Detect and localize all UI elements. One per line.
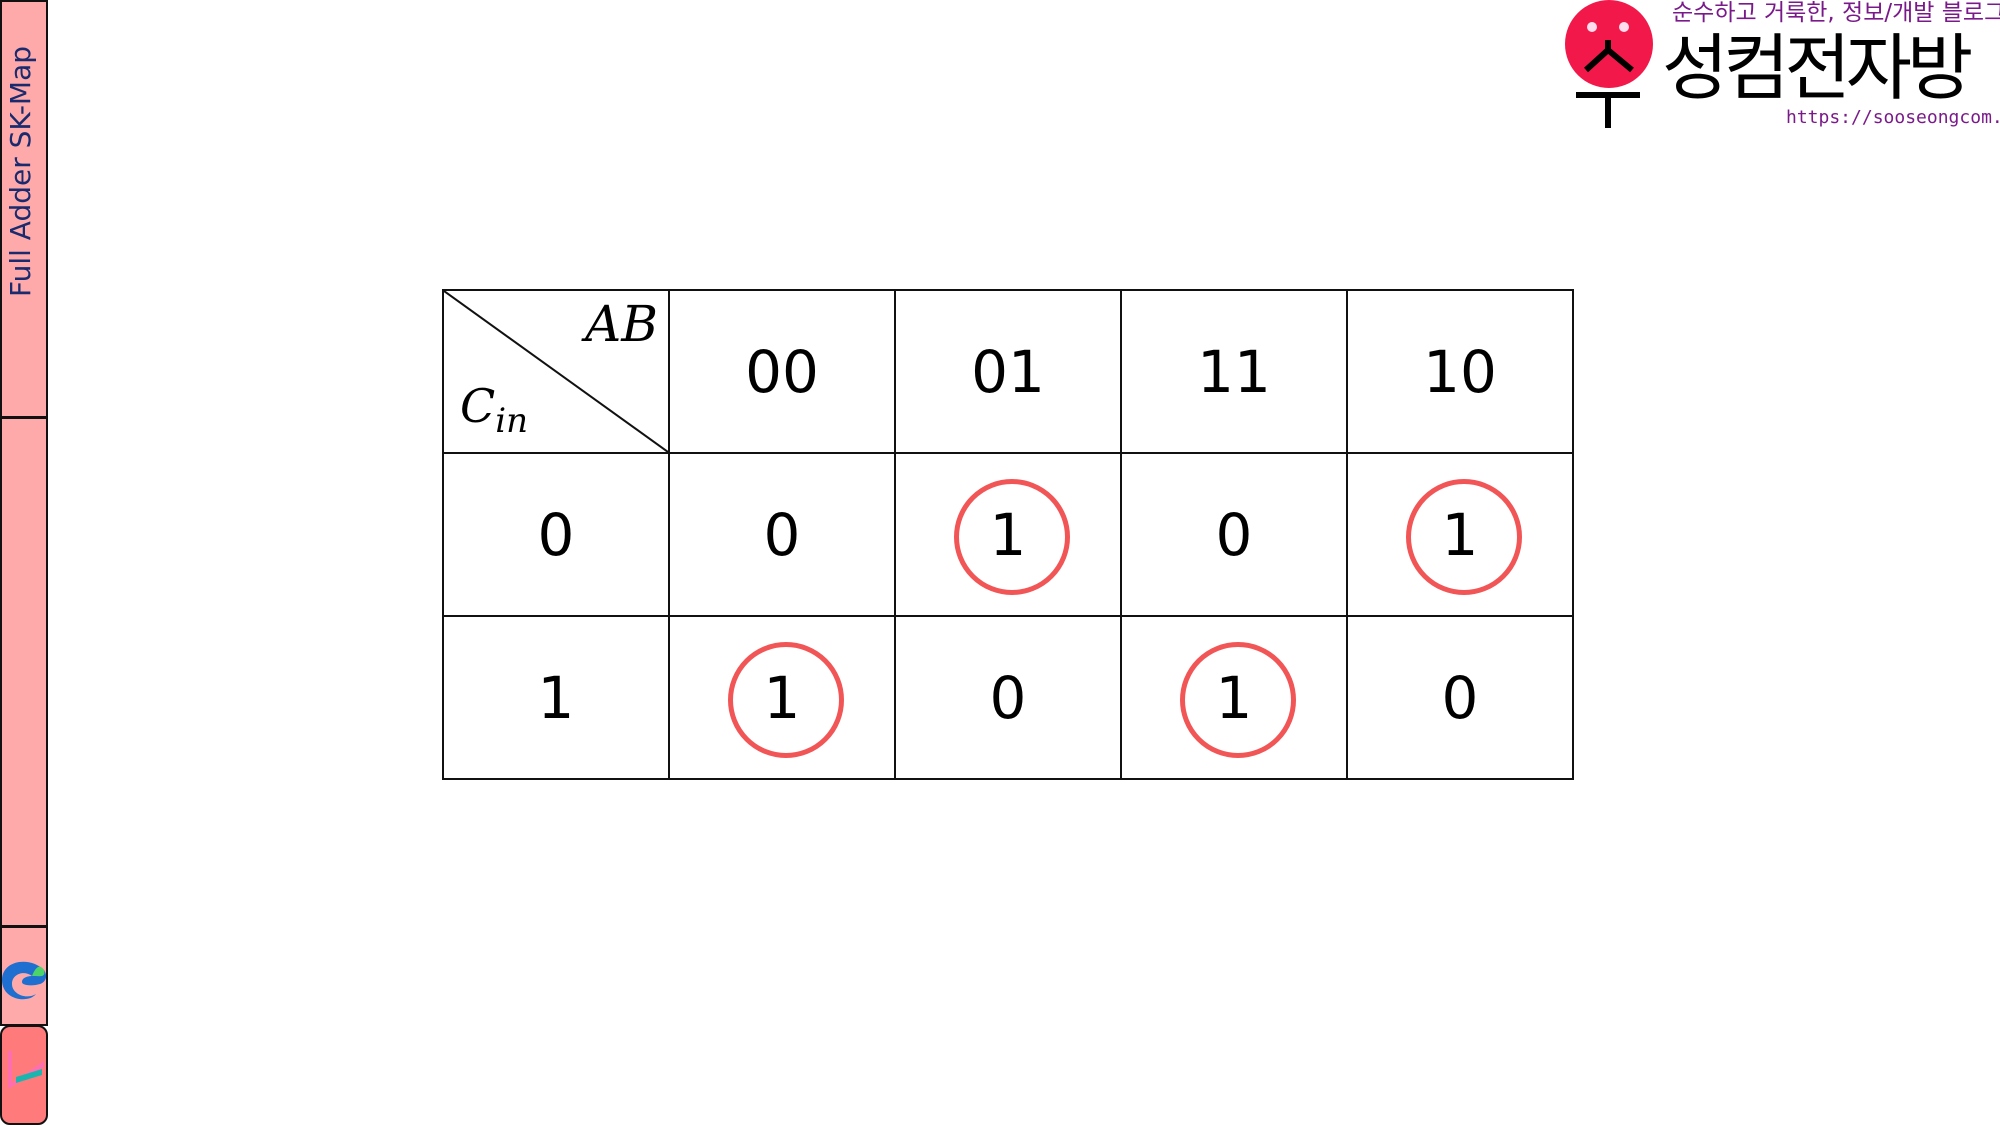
corner-cell: AB Cin	[442, 289, 670, 454]
map-cell: 1	[894, 452, 1122, 617]
karnaugh-map: AB Cin 00 01 11 10 0 0 1 0 1 1 1 0 1 0	[442, 289, 1574, 780]
slide-title: Full Adder SK-Map	[4, 45, 37, 297]
app-icon	[8, 1051, 44, 1089]
map-row: 1 1 0 1 0	[442, 615, 1574, 780]
map-cell: 0	[894, 615, 1122, 780]
logo-brand: 성컴전자방	[1662, 26, 1973, 110]
edge-browser-icon	[2, 961, 47, 1000]
map-cell: 1	[1346, 452, 1574, 617]
col-header: 00	[668, 289, 896, 454]
diagonal-line	[444, 291, 668, 452]
logo-url[interactable]: https://sooseongcom.com	[1786, 107, 2000, 128]
row-header: 1	[442, 615, 670, 780]
map-cell: 1	[1120, 615, 1348, 780]
col-header: 01	[894, 289, 1122, 454]
map-cell: 0	[1346, 615, 1574, 780]
column-variable: AB	[585, 295, 658, 353]
sidebar-title-panel: Full Adder SK-Map	[0, 0, 48, 418]
edge-browser-button[interactable]	[0, 926, 48, 1026]
grouping-circle	[728, 641, 844, 758]
sidebar-empty-panel	[0, 417, 48, 927]
grouping-circle	[1180, 641, 1296, 758]
grouping-circle	[1406, 478, 1522, 595]
site-logo	[1564, 0, 1664, 134]
header-row: AB Cin 00 01 11 10	[442, 289, 1574, 454]
row-variable: Cin	[460, 378, 528, 441]
col-header: 11	[1120, 289, 1348, 454]
map-cell: 0	[1120, 452, 1348, 617]
grouping-circle	[954, 478, 1070, 595]
col-header: 10	[1346, 289, 1574, 454]
row-header: 0	[442, 452, 670, 617]
app-button[interactable]	[0, 1025, 48, 1125]
map-cell: 0	[668, 452, 896, 617]
map-row: 0 0 1 0 1	[442, 452, 1574, 617]
logo-tagline: 순수하고 거룩한, 정보/개발 블로그	[1672, 0, 2000, 26]
map-cell: 1	[668, 615, 896, 780]
